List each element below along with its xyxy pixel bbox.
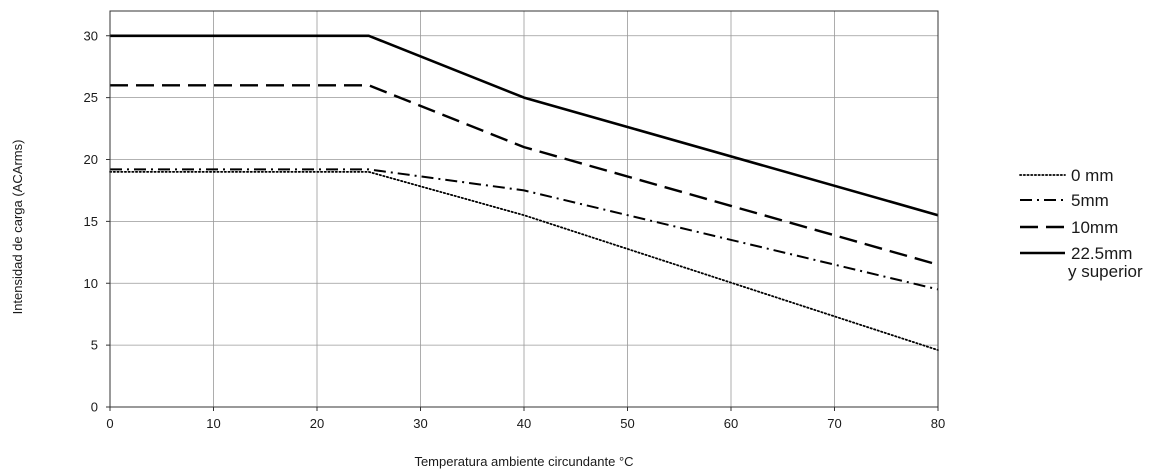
y-tick-label: 10 (84, 276, 98, 291)
series-line-dotted (109, 170, 939, 352)
x-tick-label: 40 (517, 416, 531, 431)
x-tick-label: 0 (106, 416, 113, 431)
legend-label: 22.5mm (1071, 244, 1132, 263)
series-lines (109, 34, 939, 352)
y-tick-label: 0 (91, 400, 98, 415)
x-tick-label: 10 (206, 416, 220, 431)
y-tick-label: 25 (84, 90, 98, 105)
y-tick-label: 15 (84, 214, 98, 229)
legend-label: 10mm (1071, 218, 1118, 237)
grid-lines (109, 11, 939, 408)
legend-label-line2: y superior (1068, 262, 1143, 281)
legend-label: 0 mm (1071, 166, 1114, 185)
x-tick-label: 60 (724, 416, 738, 431)
legend-label: 5mm (1071, 191, 1109, 210)
tick-labels: 0 10 20 30 40 50 60 70 80 0 5 10 15 20 25 30 (84, 28, 946, 431)
series-line-dash-dot (110, 168, 939, 291)
x-axis-title: Temperatura ambiente circundante °C (414, 454, 633, 469)
x-tick-label: 70 (827, 416, 841, 431)
y-tick-label: 5 (91, 338, 98, 353)
y-tick-label: 20 (84, 152, 98, 167)
x-tick-label: 50 (620, 416, 634, 431)
series-line-solid (110, 34, 939, 217)
x-tick-label: 80 (931, 416, 945, 431)
y-tick-label: 30 (84, 28, 98, 43)
series-line-dashed (110, 84, 939, 266)
x-tick-label: 20 (310, 416, 324, 431)
y-axis-title: Intensidad de carga (ACArms) (10, 140, 25, 315)
x-tick-label: 30 (413, 416, 427, 431)
